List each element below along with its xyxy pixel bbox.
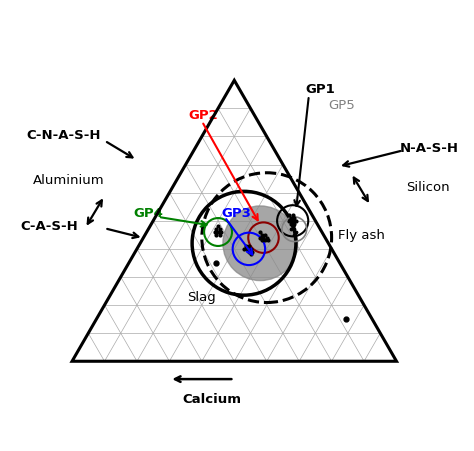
Text: GP3: GP3 [221, 206, 251, 219]
Text: Aluminium: Aluminium [33, 174, 105, 187]
Text: Calcium: Calcium [182, 392, 241, 405]
Text: Fly ash: Fly ash [338, 229, 385, 242]
Text: GP2: GP2 [189, 109, 219, 122]
Text: C-A-S-H: C-A-S-H [20, 219, 78, 232]
Text: Slag: Slag [188, 290, 216, 303]
Circle shape [223, 207, 298, 281]
Text: GP1: GP1 [306, 83, 336, 96]
Text: GP5: GP5 [328, 99, 355, 112]
Text: N-A-S-H: N-A-S-H [400, 141, 459, 154]
Text: Silicon: Silicon [406, 180, 450, 193]
Text: GP4: GP4 [134, 206, 164, 219]
Text: C-N-A-S-H: C-N-A-S-H [27, 129, 101, 141]
